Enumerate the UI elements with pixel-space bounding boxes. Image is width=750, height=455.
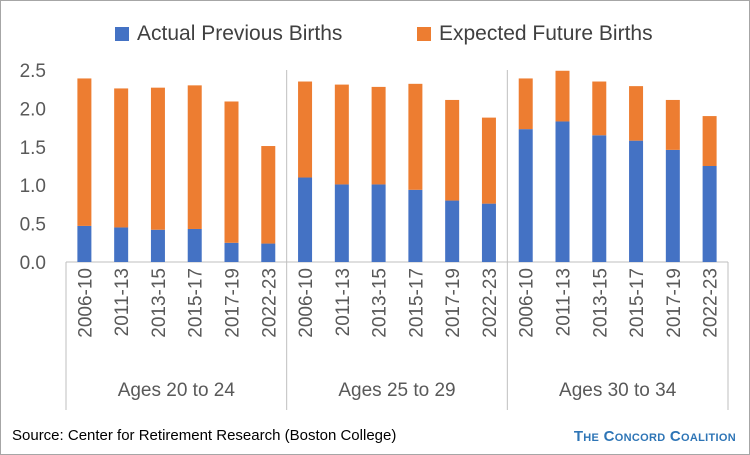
bar-actual xyxy=(298,177,313,262)
group-label: Ages 20 to 24 xyxy=(118,380,236,401)
bar-actual xyxy=(518,129,533,262)
x-tick-label: 2022-23 xyxy=(480,268,501,338)
legend-label-actual: Actual Previous Births xyxy=(137,22,343,45)
footer: Source: Center for Retirement Research (… xyxy=(0,427,750,447)
bar-expected xyxy=(187,85,202,229)
x-tick-label: 2017-19 xyxy=(664,268,685,338)
x-tick-label: 2011-13 xyxy=(333,268,354,336)
bar-expected xyxy=(518,78,533,130)
bar-actual xyxy=(408,189,423,262)
bar-expected xyxy=(481,117,496,204)
x-tick-label: 2006-10 xyxy=(296,268,317,338)
x-tick-label: 2015-17 xyxy=(406,268,427,338)
legend: Actual Previous Births Expected Future B… xyxy=(0,22,750,50)
x-tick-label: 2017-19 xyxy=(223,268,244,338)
bar-actual xyxy=(371,184,386,262)
bar-actual xyxy=(224,242,239,262)
bar-actual xyxy=(481,203,496,262)
x-tick-label: 2011-13 xyxy=(112,268,133,336)
bar-actual xyxy=(150,229,165,262)
legend-swatch-actual xyxy=(115,27,129,41)
legend-swatch-expected xyxy=(417,27,431,41)
legend-item-actual: Actual Previous Births xyxy=(115,22,342,46)
bar-expected xyxy=(114,88,129,228)
y-tick-label: 0.0 xyxy=(20,253,46,274)
y-tick-label: 1.0 xyxy=(20,176,46,197)
bar-actual xyxy=(665,149,680,262)
bar-expected xyxy=(371,86,386,185)
bar-actual xyxy=(592,135,607,262)
legend-label-expected: Expected Future Births xyxy=(439,22,653,45)
bar-actual xyxy=(77,225,92,262)
bar-actual xyxy=(555,121,570,263)
bar-expected xyxy=(592,81,607,136)
x-tick-label: 2013-15 xyxy=(590,268,611,338)
y-tick-label: 2.0 xyxy=(20,99,46,120)
y-tick-label: 2.5 xyxy=(20,61,46,82)
source-note: Source: Center for Retirement Research (… xyxy=(12,427,397,444)
group-label: Ages 25 to 29 xyxy=(338,380,455,401)
legend-item-expected: Expected Future Births xyxy=(417,22,653,46)
bar-expected xyxy=(555,70,570,122)
x-tick-label: 2022-23 xyxy=(259,268,280,338)
bar-expected xyxy=(224,101,239,243)
bar-expected xyxy=(445,99,460,201)
bar-expected xyxy=(261,146,276,244)
bar-expected xyxy=(77,78,92,226)
bar-expected xyxy=(629,86,644,141)
bar-expected xyxy=(150,87,165,230)
bar-actual xyxy=(629,140,644,262)
bar-expected xyxy=(665,99,680,150)
bar-expected xyxy=(298,81,313,178)
bar-expected xyxy=(334,84,349,185)
x-tick-label: 2013-15 xyxy=(149,268,170,338)
brand-logo-text: The Concord Coalition xyxy=(573,428,736,445)
bar-expected xyxy=(408,83,423,190)
x-tick-label: 2011-13 xyxy=(554,268,575,336)
bar-actual xyxy=(187,228,202,262)
x-tick-label: 2015-17 xyxy=(627,268,648,338)
x-tick-label: 2015-17 xyxy=(186,268,207,338)
bar-expected xyxy=(702,116,717,166)
bar-actual xyxy=(334,184,349,262)
y-tick-label: 1.5 xyxy=(20,138,46,159)
y-tick-label: 0.5 xyxy=(20,215,46,236)
x-tick-label: 2022-23 xyxy=(701,268,722,338)
group-label: Ages 30 to 34 xyxy=(559,380,677,401)
x-tick-label: 2013-15 xyxy=(370,268,391,338)
bar-actual xyxy=(445,200,460,262)
bar-actual xyxy=(261,243,276,262)
x-tick-label: 2017-19 xyxy=(443,268,464,338)
bar-actual xyxy=(114,227,129,262)
bar-actual xyxy=(702,166,717,262)
x-tick-label: 2006-10 xyxy=(75,268,96,338)
x-tick-label: 2006-10 xyxy=(517,268,538,338)
